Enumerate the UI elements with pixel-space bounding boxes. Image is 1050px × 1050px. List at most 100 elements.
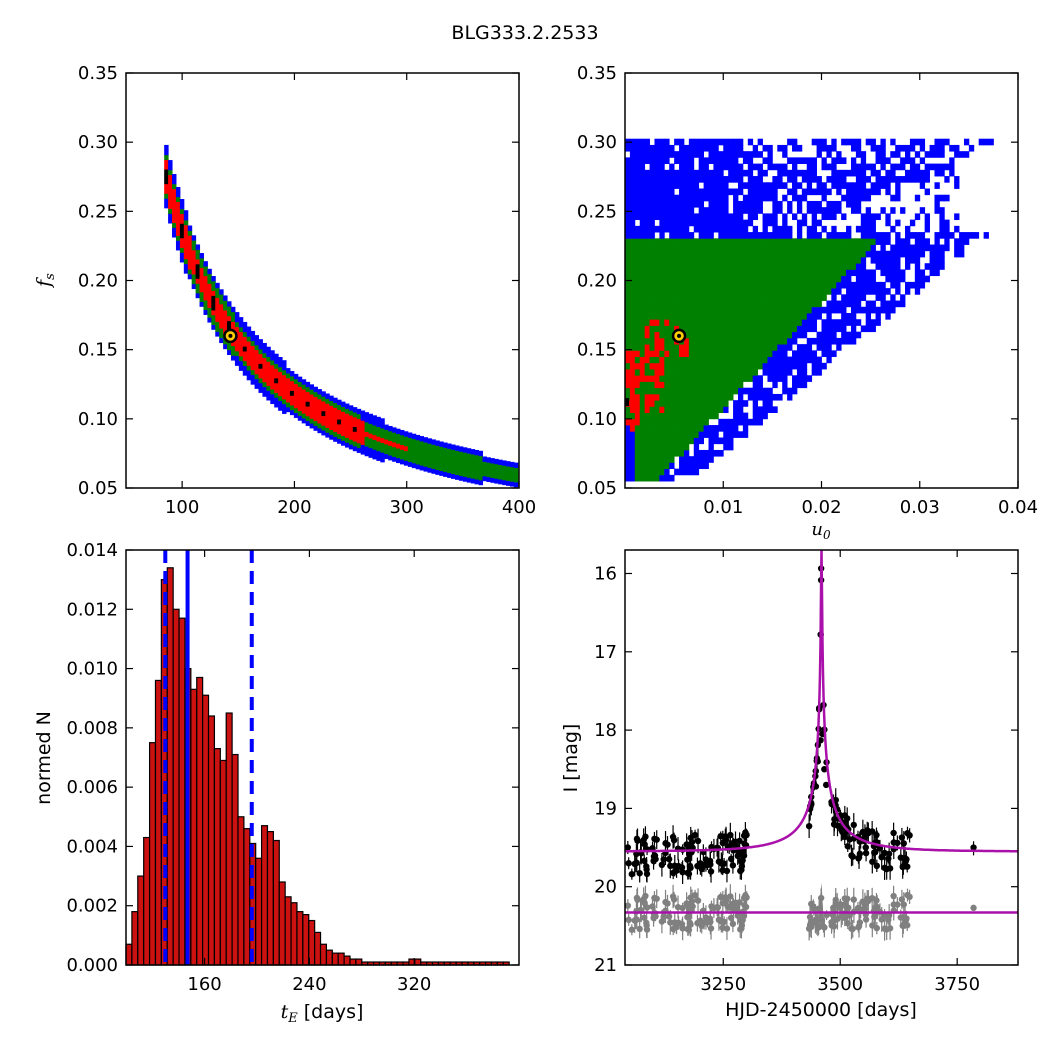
density-cell xyxy=(629,182,636,189)
density-cell xyxy=(629,400,636,407)
density-cell xyxy=(782,256,788,264)
density-cell xyxy=(728,337,734,345)
density-cell xyxy=(207,317,212,323)
density-cell xyxy=(728,381,734,389)
density-cell xyxy=(688,200,695,208)
density-cell xyxy=(747,238,754,245)
histogram-bar xyxy=(243,828,251,966)
density-cell xyxy=(737,256,744,264)
density-cell xyxy=(870,144,876,152)
density-cell xyxy=(978,138,985,146)
density-cell xyxy=(792,288,798,295)
density-cell xyxy=(752,331,759,339)
density-cell xyxy=(211,300,216,306)
density-cell xyxy=(905,157,911,165)
density-cell xyxy=(629,319,636,326)
density-cell xyxy=(644,387,650,395)
density-cell xyxy=(649,474,655,482)
density-cell xyxy=(733,431,739,438)
density-cell xyxy=(713,213,719,221)
residual-point xyxy=(643,926,651,933)
density-cell xyxy=(289,385,295,391)
density-cell xyxy=(625,350,631,357)
density-cell xyxy=(777,207,783,214)
density-cell xyxy=(905,169,911,177)
density-cell xyxy=(625,462,631,470)
density-cell xyxy=(458,475,464,481)
data-point xyxy=(640,836,647,844)
density-cell xyxy=(644,256,650,264)
density-cell xyxy=(733,157,739,165)
density-cell xyxy=(747,138,754,146)
density-cell xyxy=(747,288,754,295)
density-cell xyxy=(341,420,346,427)
density-cell xyxy=(934,163,940,171)
density-cell xyxy=(179,237,185,244)
density-cell xyxy=(679,344,685,351)
density-cell xyxy=(199,262,204,269)
density-cell xyxy=(944,244,950,252)
density-cell xyxy=(384,443,389,450)
histogram-bar xyxy=(302,914,310,966)
density-cell xyxy=(419,455,425,461)
density-cell xyxy=(629,200,636,208)
density-cell xyxy=(811,319,817,326)
density-cell xyxy=(396,438,401,444)
density-cell xyxy=(713,263,719,270)
density-cell xyxy=(168,218,173,224)
density-cell xyxy=(629,375,636,382)
density-cell xyxy=(321,425,326,431)
density-cell xyxy=(762,182,768,189)
density-cell xyxy=(934,232,940,239)
density-cell xyxy=(742,387,749,395)
density-cell xyxy=(713,176,719,183)
density-cell xyxy=(782,344,788,351)
density-cell xyxy=(669,163,675,171)
density-cell xyxy=(356,437,362,444)
density-cell xyxy=(708,406,714,414)
density-cell xyxy=(713,369,719,376)
density-cell xyxy=(865,281,872,289)
density-cell xyxy=(816,144,822,152)
density-cell xyxy=(767,300,773,308)
density-cell xyxy=(787,138,793,146)
density-cell xyxy=(164,144,169,151)
density-cell xyxy=(890,269,896,277)
density-cell xyxy=(688,300,695,308)
residual-point xyxy=(739,916,746,924)
density-cell xyxy=(787,325,793,333)
density-cell xyxy=(742,344,749,351)
density-cell xyxy=(713,151,719,158)
y-tick-label: 21 xyxy=(594,955,617,976)
data-point xyxy=(904,829,911,837)
density-cell xyxy=(831,300,837,308)
y-tick-label: 0.15 xyxy=(577,340,617,361)
density-cell xyxy=(301,388,307,395)
density-cell xyxy=(510,481,515,487)
density-cell xyxy=(747,269,754,277)
y-tick-label: 0.012 xyxy=(66,599,118,620)
density-cell xyxy=(890,244,896,252)
density-cell xyxy=(234,350,240,357)
density-cell xyxy=(669,474,675,482)
density-cell xyxy=(411,438,417,444)
density-cell xyxy=(787,238,793,245)
density-cell xyxy=(850,269,857,277)
density-cell xyxy=(693,219,700,227)
density-cell xyxy=(242,346,248,352)
density-cell xyxy=(767,400,773,407)
density-cell xyxy=(313,415,318,422)
density-cell xyxy=(841,294,847,301)
density-cell xyxy=(629,169,636,177)
density-cell xyxy=(399,439,405,446)
residual-point xyxy=(729,920,737,928)
density-cell xyxy=(625,244,631,252)
density-cell xyxy=(777,337,783,345)
density-cell xyxy=(629,443,636,451)
density-cell xyxy=(693,313,700,320)
density-cell xyxy=(718,437,724,445)
density-cell xyxy=(659,400,665,407)
density-cell xyxy=(262,381,267,388)
density-cell xyxy=(821,331,827,339)
residual-point xyxy=(817,894,825,902)
